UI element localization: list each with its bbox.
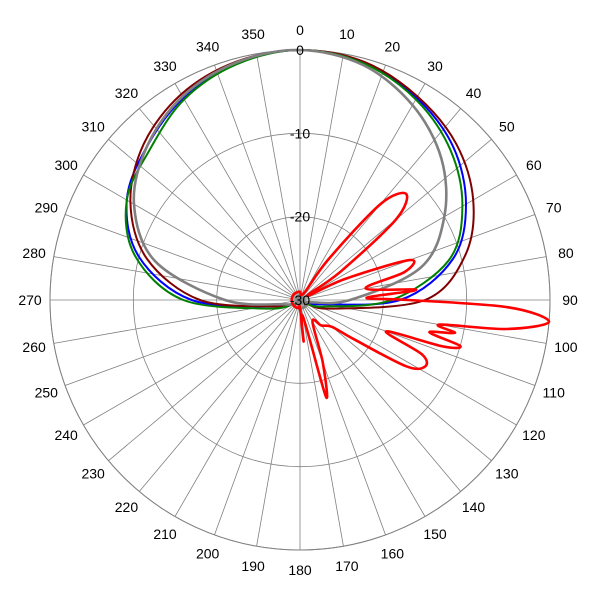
angular-gridline <box>299 299 426 517</box>
angular-gridline <box>256 299 301 547</box>
angular-gridline <box>214 64 301 301</box>
angular-gridline <box>64 214 301 301</box>
angle-tick-label: 310 <box>81 118 105 134</box>
angular-gridline <box>299 299 462 492</box>
angle-tick-label: 240 <box>54 427 78 443</box>
angle-tick-label: 170 <box>335 558 359 574</box>
angle-tick-label: 210 <box>153 526 177 542</box>
polar-labels: 0 10 20 30 40 50 60 70 80 90 100 110 120 130 140 150 160… <box>18 22 578 578</box>
angular-gridline <box>64 299 301 386</box>
angle-tick-label: 30 <box>427 58 443 74</box>
angle-tick-label: 350 <box>241 26 265 42</box>
angle-tick-label: 50 <box>499 118 515 134</box>
angle-tick-label: 40 <box>466 85 482 101</box>
angular-gridline <box>299 83 426 301</box>
angle-tick-label: 200 <box>196 546 220 562</box>
radial-tick-label: -20 <box>290 209 310 225</box>
angular-gridline <box>299 256 547 301</box>
angle-tick-label: 220 <box>115 499 139 515</box>
angle-tick-label: 0 <box>296 22 304 38</box>
angle-tick-label: 270 <box>18 292 42 308</box>
angle-tick-label: 90 <box>562 292 578 308</box>
angular-gridline <box>299 299 536 386</box>
angular-gridline <box>299 299 547 344</box>
angular-gridline <box>214 299 301 536</box>
angle-tick-label: 20 <box>385 38 401 54</box>
angle-tick-label: 290 <box>35 200 59 216</box>
angle-tick-label: 100 <box>554 339 578 355</box>
angle-tick-label: 230 <box>81 466 105 482</box>
angular-gridline <box>256 53 301 301</box>
radial-tick-label: -30 <box>290 292 310 308</box>
angular-gridline <box>299 64 386 301</box>
angle-tick-label: 250 <box>35 384 59 400</box>
angular-gridline <box>299 174 517 301</box>
polar-series-group <box>124 48 551 400</box>
angle-tick-label: 330 <box>153 58 177 74</box>
angle-tick-label: 190 <box>241 558 265 574</box>
angular-gridline <box>174 83 301 301</box>
angle-tick-label: 260 <box>22 339 46 355</box>
angle-tick-label: 340 <box>196 38 220 54</box>
angle-tick-label: 110 <box>543 384 566 400</box>
angular-gridline <box>174 299 301 517</box>
angular-gridline <box>138 108 301 301</box>
angular-gridline <box>299 299 386 536</box>
angle-tick-label: 80 <box>558 245 574 261</box>
angle-tick-label: 140 <box>462 499 486 515</box>
angle-tick-label: 180 <box>288 562 312 578</box>
angular-gridline <box>108 299 301 462</box>
angle-tick-label: 120 <box>522 427 546 443</box>
radial-tick-label: 0 <box>296 42 304 58</box>
angle-tick-label: 160 <box>381 546 405 562</box>
angle-tick-label: 10 <box>339 26 355 42</box>
angle-tick-label: 150 <box>423 526 447 542</box>
angle-tick-label: 280 <box>22 245 46 261</box>
angular-gridline <box>299 214 536 301</box>
angular-gridline <box>299 53 344 301</box>
angle-tick-label: 300 <box>54 157 78 173</box>
series-line-5 <box>290 191 551 400</box>
angle-tick-label: 60 <box>526 157 542 173</box>
angular-gridline <box>299 299 344 547</box>
angle-tick-label: 320 <box>115 85 139 101</box>
angular-gridline <box>138 299 301 492</box>
angular-gridline <box>83 299 301 426</box>
angular-gridline <box>299 299 517 426</box>
radial-tick-label: -10 <box>290 125 310 141</box>
angular-gridline <box>83 174 301 301</box>
angle-tick-label: 70 <box>546 200 562 216</box>
angle-tick-label: 130 <box>495 466 519 482</box>
